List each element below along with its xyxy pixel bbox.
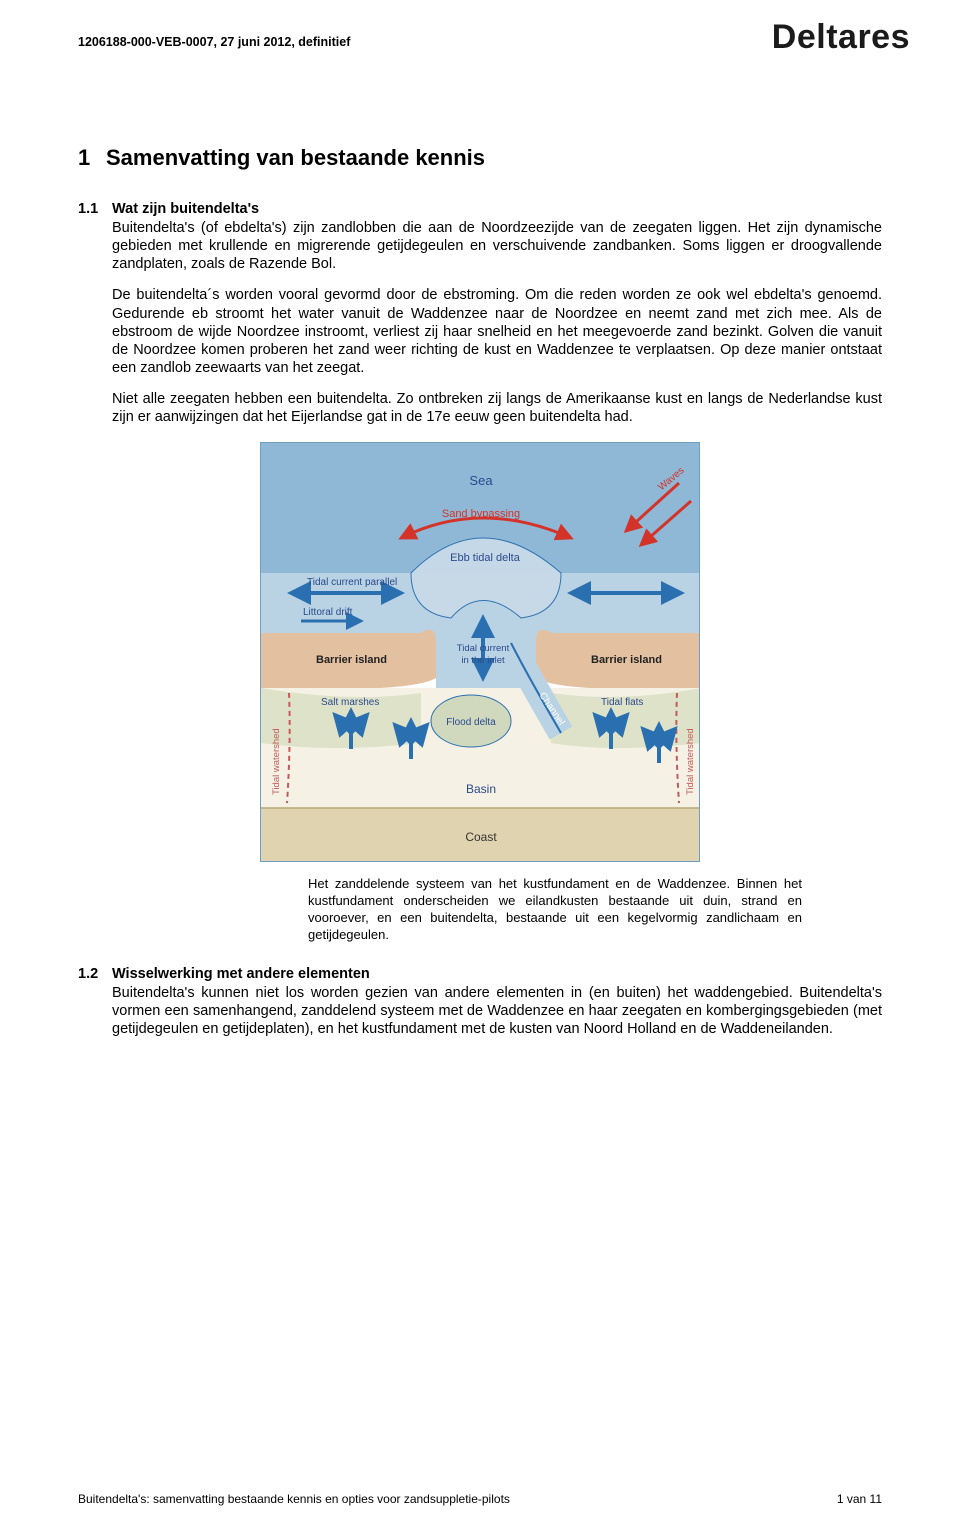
subsection-1-2: 1.2Wisselwerking met andere elementen Bu…	[78, 966, 882, 1038]
page: 1206188-000-VEB-0007, 27 juni 2012, defi…	[0, 0, 960, 1540]
svg-text:Coast: Coast	[465, 830, 497, 844]
paragraph: Buitendelta's kunnen niet los worden gez…	[112, 984, 882, 1038]
svg-text:Tidal watershed: Tidal watershed	[271, 729, 282, 796]
svg-text:Tidal current parallel: Tidal current parallel	[307, 577, 397, 588]
subsection-number: 1.1	[78, 201, 112, 217]
svg-text:Salt marshes: Salt marshes	[321, 697, 379, 708]
tidal-delta-diagram: SeaSand bypassingWavesEbb tidal deltaTid…	[260, 442, 700, 862]
section-title-text: Samenvatting van bestaande kennis	[106, 145, 485, 170]
footer-left: Buitendelta's: samenvatting bestaande ke…	[78, 1492, 510, 1506]
subsection-heading: 1.2Wisselwerking met andere elementen	[78, 966, 882, 982]
document-reference: 1206188-000-VEB-0007, 27 juni 2012, defi…	[78, 35, 350, 49]
deltares-logo: Deltares	[772, 18, 910, 57]
svg-text:Ebb tidal delta: Ebb tidal delta	[450, 552, 521, 564]
paragraph: Niet alle zeegaten hebben een buitendelt…	[112, 390, 882, 426]
subsection-number: 1.2	[78, 966, 112, 982]
svg-text:Sea: Sea	[469, 473, 493, 488]
page-footer: Buitendelta's: samenvatting bestaande ke…	[78, 1492, 882, 1506]
svg-text:Littoral drift: Littoral drift	[303, 607, 353, 618]
diagram-container: SeaSand bypassingWavesEbb tidal deltaTid…	[78, 442, 882, 862]
subsection-title-text: Wisselwerking met andere elementen	[112, 966, 370, 982]
svg-text:Tidal flats: Tidal flats	[601, 697, 643, 708]
svg-text:Barrier island: Barrier island	[591, 654, 662, 666]
svg-text:Tidal currentin the inlet: Tidal currentin the inlet	[457, 643, 510, 666]
svg-text:Basin: Basin	[466, 782, 496, 796]
figure-caption: Het zanddelende systeem van het kustfund…	[308, 876, 802, 944]
subsection-title-text: Wat zijn buitendelta's	[112, 201, 259, 217]
section-number: 1	[78, 145, 106, 171]
subsection-1-1: 1.1Wat zijn buitendelta's Buitendelta's …	[78, 201, 882, 426]
paragraph: De buitendelta´s worden vooral gevormd d…	[112, 286, 882, 377]
svg-text:Sand bypassing: Sand bypassing	[442, 508, 520, 520]
footer-right: 1 van 11	[837, 1492, 882, 1506]
diagram-svg: SeaSand bypassingWavesEbb tidal deltaTid…	[261, 443, 700, 862]
svg-text:Tidal watershed: Tidal watershed	[685, 729, 696, 796]
svg-text:Barrier island: Barrier island	[316, 654, 387, 666]
subsection-heading: 1.1Wat zijn buitendelta's	[78, 201, 882, 217]
svg-text:Flood delta: Flood delta	[446, 717, 496, 728]
section-heading: 1Samenvatting van bestaande kennis	[78, 145, 882, 171]
content-area: 1Samenvatting van bestaande kennis 1.1Wa…	[78, 145, 882, 1038]
paragraph: Buitendelta's (of ebdelta's) zijn zandlo…	[112, 219, 882, 273]
